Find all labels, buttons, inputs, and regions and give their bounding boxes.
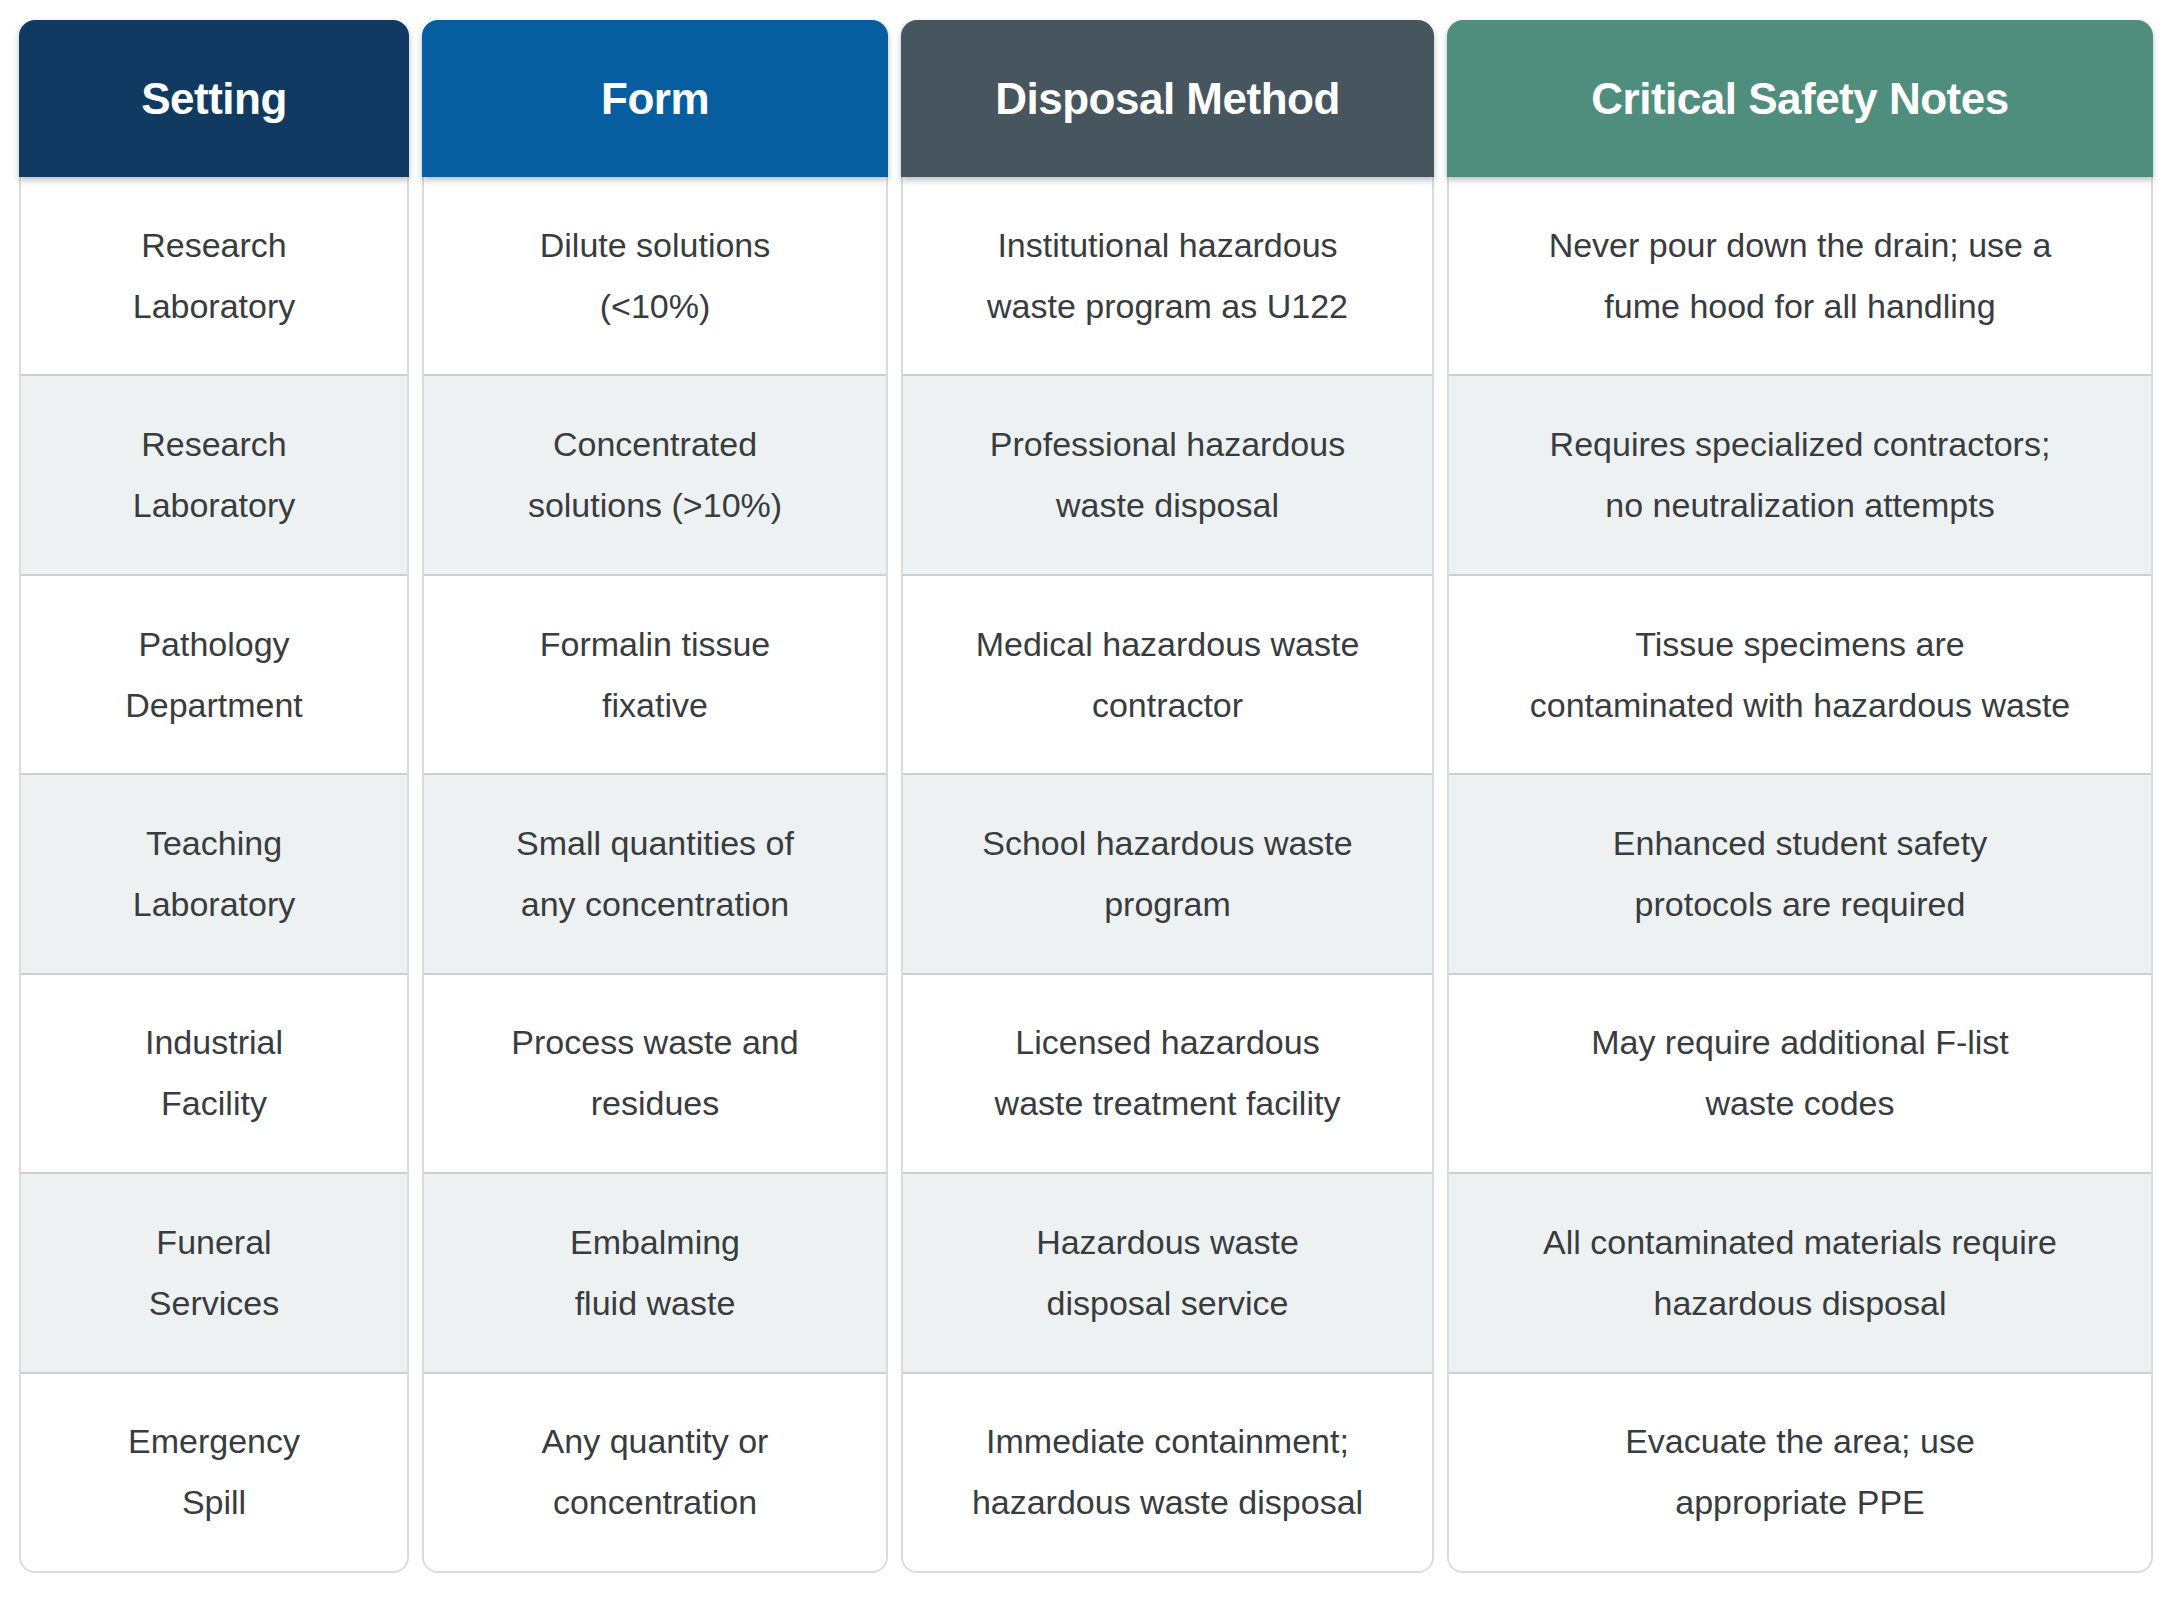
cell-disposal-method-row-2: Professional hazardous waste disposal [903, 374, 1432, 573]
column-body-disposal-method: Institutional hazardous waste program as… [901, 177, 1434, 1573]
disposal-table: Setting Research LaboratoryResearch Labo… [0, 0, 2175, 1606]
cell-form-row-3: Formalin tissue fixative [424, 574, 886, 773]
cell-form-row-6: Embalming fluid waste [424, 1172, 886, 1371]
cell-disposal-method-row-4: School hazardous waste program [903, 773, 1432, 972]
cell-critical-safety-notes-row-5: May require additional F-list waste code… [1449, 973, 2151, 1172]
column-header-form: Form [422, 20, 888, 177]
cell-setting-row-7: Emergency Spill [21, 1372, 407, 1571]
column-card-form: Form Dilute solutions (<10%)Concentrated… [422, 20, 888, 1573]
cell-setting-row-4: Teaching Laboratory [21, 773, 407, 972]
cell-form-row-4: Small quantities of any concentration [424, 773, 886, 972]
column-card-disposal-method: Disposal Method Institutional hazardous … [901, 20, 1434, 1573]
cell-setting-row-5: Industrial Facility [21, 973, 407, 1172]
cell-disposal-method-row-6: Hazardous waste disposal service [903, 1172, 1432, 1371]
cell-form-row-2: Concentrated solutions (>10%) [424, 374, 886, 573]
cell-setting-row-6: Funeral Services [21, 1172, 407, 1371]
cell-form-row-7: Any quantity or concentration [424, 1372, 886, 1571]
cell-disposal-method-row-7: Immediate containment; hazardous waste d… [903, 1372, 1432, 1571]
cell-form-row-1: Dilute solutions (<10%) [424, 177, 886, 374]
column-body-setting: Research LaboratoryResearch LaboratoryPa… [19, 177, 409, 1573]
cell-critical-safety-notes-row-1: Never pour down the drain; use a fume ho… [1449, 177, 2151, 374]
cell-critical-safety-notes-row-6: All contaminated materials require hazar… [1449, 1172, 2151, 1371]
cell-critical-safety-notes-row-4: Enhanced student safety protocols are re… [1449, 773, 2151, 972]
cell-critical-safety-notes-row-7: Evacuate the area; use appropriate PPE [1449, 1372, 2151, 1571]
column-header-critical-safety-notes: Critical Safety Notes [1447, 20, 2153, 177]
column-header-setting: Setting [19, 20, 409, 177]
cell-critical-safety-notes-row-2: Requires specialized contractors; no neu… [1449, 374, 2151, 573]
column-card-critical-safety-notes: Critical Safety Notes Never pour down th… [1447, 20, 2153, 1573]
cell-setting-row-2: Research Laboratory [21, 374, 407, 573]
cell-form-row-5: Process waste and residues [424, 973, 886, 1172]
cell-setting-row-3: Pathology Department [21, 574, 407, 773]
cell-setting-row-1: Research Laboratory [21, 177, 407, 374]
cell-disposal-method-row-5: Licensed hazardous waste treatment facil… [903, 973, 1432, 1172]
column-body-form: Dilute solutions (<10%)Concentrated solu… [422, 177, 888, 1573]
column-body-critical-safety-notes: Never pour down the drain; use a fume ho… [1447, 177, 2153, 1573]
column-card-setting: Setting Research LaboratoryResearch Labo… [19, 20, 409, 1573]
column-header-disposal-method: Disposal Method [901, 20, 1434, 177]
cell-disposal-method-row-3: Medical hazardous waste contractor [903, 574, 1432, 773]
cell-critical-safety-notes-row-3: Tissue specimens are contaminated with h… [1449, 574, 2151, 773]
cell-disposal-method-row-1: Institutional hazardous waste program as… [903, 177, 1432, 374]
